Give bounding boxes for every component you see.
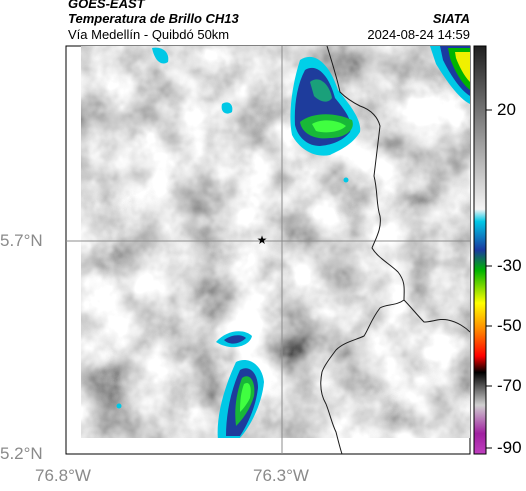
chart-subtitle: Vía Medellín - Quibdó 50km — [68, 27, 230, 42]
colorbar-tick-label: 20 — [497, 100, 516, 119]
satellite-name: GOES-EAST — [68, 0, 145, 11]
colorbar-tick-label: -70 — [497, 376, 522, 395]
lat-label: 5.7°N — [0, 231, 43, 250]
colorbar — [473, 45, 487, 455]
star-marker-icon: ★ — [257, 233, 268, 247]
chart-title: Temperatura de Brillo CH13 — [68, 11, 239, 26]
municipality-border — [320, 299, 405, 455]
organization-label: SIATA — [432, 11, 470, 26]
lon-label: 76.3°W — [253, 466, 309, 485]
lat-label: 5.2°N — [0, 444, 43, 463]
colorbar-tick-label: -90 — [497, 438, 522, 457]
department-border — [326, 45, 471, 333]
colorbar-tick-label: -50 — [497, 316, 522, 335]
colorbar-tick-label: -30 — [497, 256, 522, 275]
satellite-imagery — [81, 46, 470, 438]
lon-label: 76.8°W — [35, 466, 91, 485]
datetime-label: 2024-08-24 14:59 — [367, 27, 470, 42]
